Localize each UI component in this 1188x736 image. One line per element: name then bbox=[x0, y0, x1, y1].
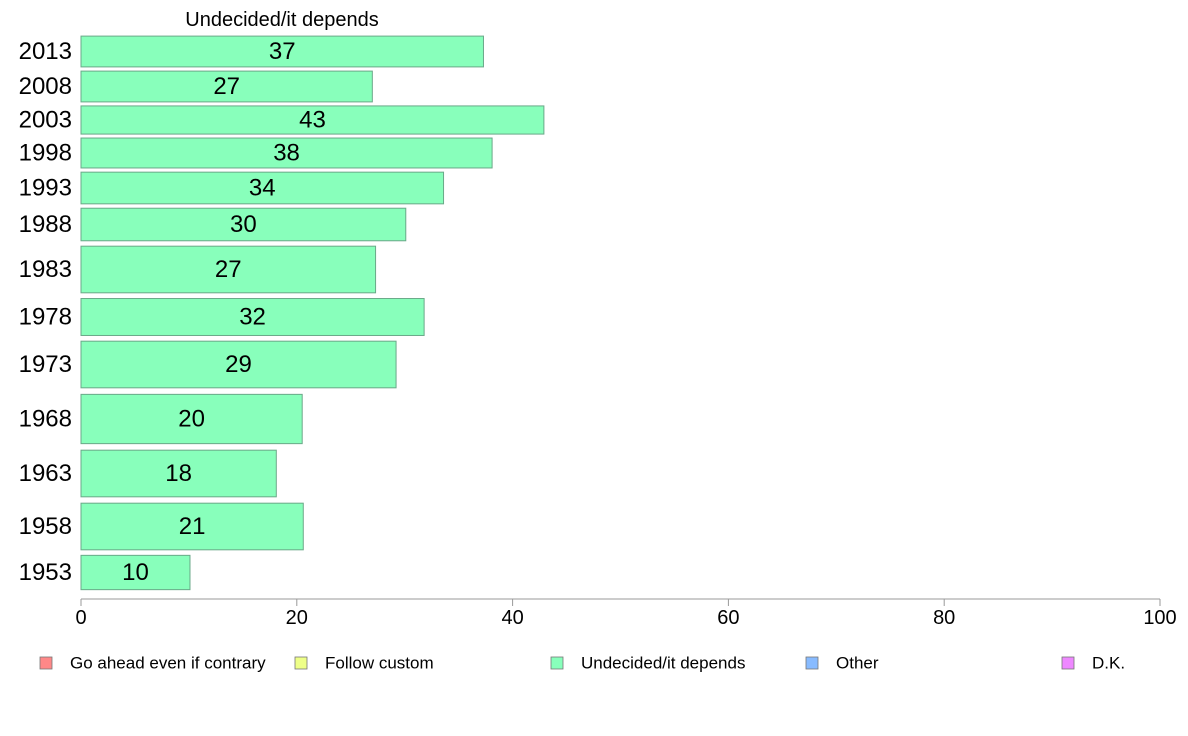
x-tick-label-80: 80 bbox=[933, 607, 955, 629]
bar-1963 bbox=[80, 449, 277, 498]
bar-1953 bbox=[80, 554, 191, 591]
legend-swatch-1 bbox=[294, 656, 308, 670]
x-axis: 0 20 40 60 80 100 bbox=[75, 598, 1177, 629]
legend-swatch-0 bbox=[39, 656, 53, 670]
category-label-2003: 2003 bbox=[19, 107, 72, 134]
category-label-1953: 1953 bbox=[19, 559, 72, 586]
legend: Go ahead even if contrary Follow custom Un… bbox=[39, 654, 1125, 673]
bar-2003 bbox=[80, 105, 545, 135]
category-label-1998: 1998 bbox=[19, 140, 72, 167]
bar-2013 bbox=[80, 35, 484, 68]
legend-label-1: Follow custom bbox=[325, 654, 434, 673]
category-label-2013: 2013 bbox=[19, 38, 72, 65]
value-label-2008: 27 bbox=[213, 73, 240, 100]
category-label-1983: 1983 bbox=[19, 256, 72, 283]
legend-swatch-3 bbox=[805, 656, 819, 670]
value-label-1953: 10 bbox=[122, 559, 149, 586]
value-label-1963: 18 bbox=[165, 460, 192, 487]
legend-label-2: Undecided/it depends bbox=[581, 654, 745, 673]
bar-1998 bbox=[80, 137, 493, 169]
x-tick-label-20: 20 bbox=[286, 607, 308, 629]
value-label-2013: 37 bbox=[269, 38, 296, 65]
value-label-1978: 32 bbox=[239, 304, 266, 331]
value-label-1998: 38 bbox=[273, 140, 300, 167]
legend-swatch-4 bbox=[1061, 656, 1075, 670]
chart-title: Undecided/it depends bbox=[185, 9, 378, 31]
value-label-1988: 30 bbox=[230, 211, 257, 238]
category-label-1988: 1988 bbox=[19, 211, 72, 238]
legend-label-3: Other bbox=[836, 654, 879, 673]
value-label-2003: 43 bbox=[299, 107, 326, 134]
bars-group bbox=[80, 35, 545, 591]
bar-2008 bbox=[80, 70, 373, 103]
bar-1993 bbox=[80, 171, 445, 205]
category-label-1978: 1978 bbox=[19, 304, 72, 331]
legend-label-4: D.K. bbox=[1092, 654, 1125, 673]
category-labels: 2013 2008 2003 1998 1993 1988 1983 1978 1973 1968… bbox=[19, 38, 72, 586]
value-label-1968: 20 bbox=[178, 406, 205, 433]
value-labels: 37 27 43 38 34 30 27 32 29 20 18 21 10 bbox=[122, 38, 326, 586]
bar-1983 bbox=[80, 245, 377, 294]
category-label-2008: 2008 bbox=[19, 73, 72, 100]
legend-swatch-2 bbox=[550, 656, 564, 670]
value-label-1973: 29 bbox=[225, 351, 252, 378]
x-tick-label-0: 0 bbox=[75, 607, 86, 629]
x-tick-label-100: 100 bbox=[1143, 607, 1176, 629]
bar-1978 bbox=[80, 298, 425, 336]
category-label-1973: 1973 bbox=[19, 351, 72, 378]
value-label-1958: 21 bbox=[179, 513, 206, 540]
bar-1968 bbox=[80, 393, 303, 445]
bar-1958 bbox=[80, 502, 304, 551]
bar-1988 bbox=[80, 207, 407, 242]
value-label-1983: 27 bbox=[215, 256, 242, 283]
bar-1973 bbox=[80, 340, 397, 389]
category-label-1963: 1963 bbox=[19, 460, 72, 487]
legend-label-0: Go ahead even if contrary bbox=[70, 654, 266, 673]
x-tick-label-60: 60 bbox=[717, 607, 739, 629]
category-label-1968: 1968 bbox=[19, 406, 72, 433]
value-label-1993: 34 bbox=[249, 175, 276, 202]
category-label-1993: 1993 bbox=[19, 175, 72, 202]
x-tick-label-40: 40 bbox=[501, 607, 523, 629]
category-label-1958: 1958 bbox=[19, 513, 72, 540]
